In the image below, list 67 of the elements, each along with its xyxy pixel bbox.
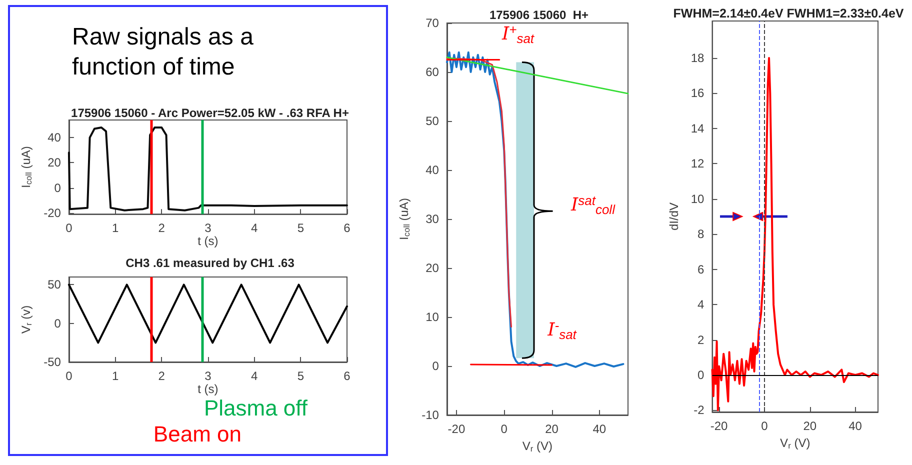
- line-series: [446, 58, 512, 328]
- y-tick-label: 60: [426, 65, 440, 79]
- y-axis-title: Icoll (uA): [397, 198, 412, 240]
- x-tick-label: 1: [112, 369, 119, 383]
- x-tick-label: 6: [344, 221, 351, 236]
- y-tick-label: 2: [698, 332, 705, 347]
- y-tick-label: 20: [48, 156, 62, 170]
- annotation: I+sat: [500, 22, 536, 46]
- ref-line-label: Beam on: [153, 422, 242, 446]
- line-series: [711, 56, 879, 412]
- x-tick-label: 3: [204, 221, 212, 236]
- chart-title: CH3 .61 measured by CH1 .63: [126, 256, 295, 270]
- chart-title: 175906 15060 - Arc Power=52.05 kW - .63 RFA H+: [71, 106, 349, 120]
- chart-title: 175906 15060 H+: [489, 8, 589, 22]
- line-series: [68, 126, 348, 212]
- x-tick-label: -20: [710, 419, 728, 433]
- x-tick-label: 5: [297, 221, 304, 236]
- y-tick-label: 20: [426, 261, 440, 275]
- y-tick-label: 12: [690, 156, 705, 171]
- y-tick-label: 70: [426, 16, 440, 30]
- y-tick-label: 0: [432, 359, 440, 373]
- y-axis-title: Icoll (uA): [19, 146, 34, 188]
- x-tick-label: 20: [803, 419, 817, 433]
- x-tick-label: 40: [848, 419, 862, 433]
- x-tick-label: 2: [158, 221, 166, 236]
- chart-title: FWHM=2.14±0.4eV FWHM1=2.33±0.4eV: [673, 6, 904, 20]
- y-tick-label: 0: [54, 180, 62, 195]
- x-axis-title: t (s): [198, 234, 218, 248]
- y-tick-label: 0: [54, 316, 62, 330]
- y-axis-title: Vr (v): [19, 305, 34, 334]
- y-axis-title: dI/dV: [667, 202, 681, 231]
- x-tick-label: 0: [66, 369, 73, 383]
- x-tick-label: 1: [112, 221, 119, 236]
- y-tick-label: 10: [690, 192, 705, 206]
- x-tick-label: 2: [158, 369, 166, 383]
- x-tick-label: 0: [66, 221, 73, 236]
- x-tick-label: 20: [545, 422, 559, 436]
- x-tick-label: 4: [250, 369, 258, 383]
- y-tick-label: 40: [48, 130, 62, 145]
- y-tick-label: 8: [698, 227, 705, 242]
- y-tick-label: 16: [690, 86, 705, 100]
- text: Raw signals as a function of time: [72, 24, 260, 80]
- y-tick-label: -20: [44, 206, 62, 220]
- x-tick-label: 40: [592, 422, 606, 436]
- ref-line-label: Plasma off: [204, 396, 308, 420]
- x-tick-label: 4: [250, 221, 258, 236]
- y-tick-label: 40: [426, 163, 440, 177]
- y-tick-label: 30: [426, 212, 440, 226]
- y-tick-label: 18: [690, 50, 705, 65]
- x-tick-label: 6: [344, 369, 351, 383]
- y-tick-label: 10: [426, 310, 440, 324]
- y-tick-label: -10: [422, 408, 440, 422]
- x-axis-title: t (s): [198, 382, 218, 396]
- x-tick-label: 5: [297, 369, 304, 383]
- x-tick-label: 3: [204, 369, 212, 383]
- annotation: I-sat: [546, 318, 578, 342]
- y-tick-label: -50: [44, 355, 62, 369]
- y-tick-label: -2: [694, 403, 705, 418]
- y-tick-label: 50: [426, 114, 440, 128]
- x-tick-label: 0: [761, 419, 768, 433]
- y-tick-label: 6: [698, 262, 705, 276]
- y-tick-label: 14: [690, 121, 705, 136]
- x-tick-label: -20: [448, 422, 466, 436]
- y-tick-label: 50: [48, 278, 62, 292]
- x-tick-label: 0: [500, 422, 508, 436]
- y-tick-label: 4: [698, 298, 705, 312]
- line-series: [446, 51, 624, 368]
